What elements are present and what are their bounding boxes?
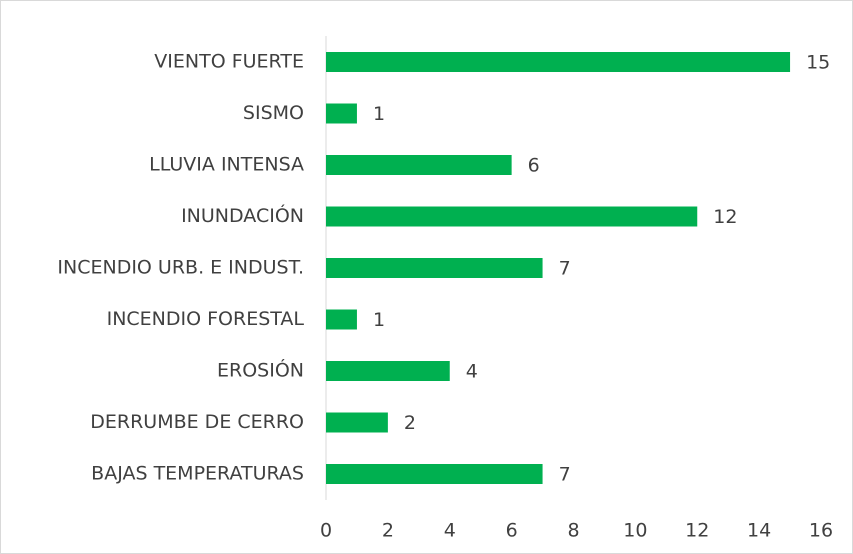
x-tick-label: 2 — [382, 520, 394, 542]
y-tick-label: LLUVIA INTENSA — [149, 154, 304, 176]
x-tick-label: 14 — [747, 520, 771, 542]
data-label: 12 — [713, 206, 737, 228]
y-tick-label: DERRUMBE DE CERRO — [90, 411, 304, 433]
bar — [326, 412, 388, 433]
x-tick-label: 10 — [623, 520, 647, 542]
bar — [326, 361, 450, 381]
x-tick-label: 4 — [444, 520, 456, 542]
data-label: 15 — [806, 52, 830, 74]
bar — [326, 155, 512, 175]
bar — [326, 52, 791, 72]
x-tick-label: 12 — [685, 520, 709, 542]
y-tick-label: SISMO — [243, 102, 304, 124]
y-tick-label: EROSIÓN — [217, 358, 304, 382]
data-label: 6 — [528, 155, 540, 177]
y-tick-label: BAJAS TEMPERATURAS — [91, 463, 304, 485]
data-label: 7 — [559, 258, 571, 280]
y-tick-label: INCENDIO FORESTAL — [107, 308, 305, 330]
bar — [326, 206, 698, 227]
x-tick-label: 0 — [320, 520, 332, 542]
bar — [326, 464, 543, 484]
data-label: 1 — [373, 103, 385, 125]
x-tick-label: 8 — [567, 520, 579, 542]
bar — [326, 309, 357, 330]
data-label: 7 — [559, 464, 571, 486]
data-label: 4 — [466, 361, 478, 383]
data-label: 1 — [373, 309, 385, 331]
data-label: 2 — [404, 412, 416, 434]
bar — [326, 103, 357, 124]
y-tick-label: INCENDIO URB. E INDUST. — [57, 257, 304, 279]
x-tick-label: 16 — [809, 520, 833, 542]
x-tick-label: 6 — [506, 520, 518, 542]
bar — [326, 258, 543, 278]
y-tick-label: INUNDACIÓN — [181, 203, 304, 227]
y-tick-label: VIENTO FUERTE — [154, 51, 304, 73]
